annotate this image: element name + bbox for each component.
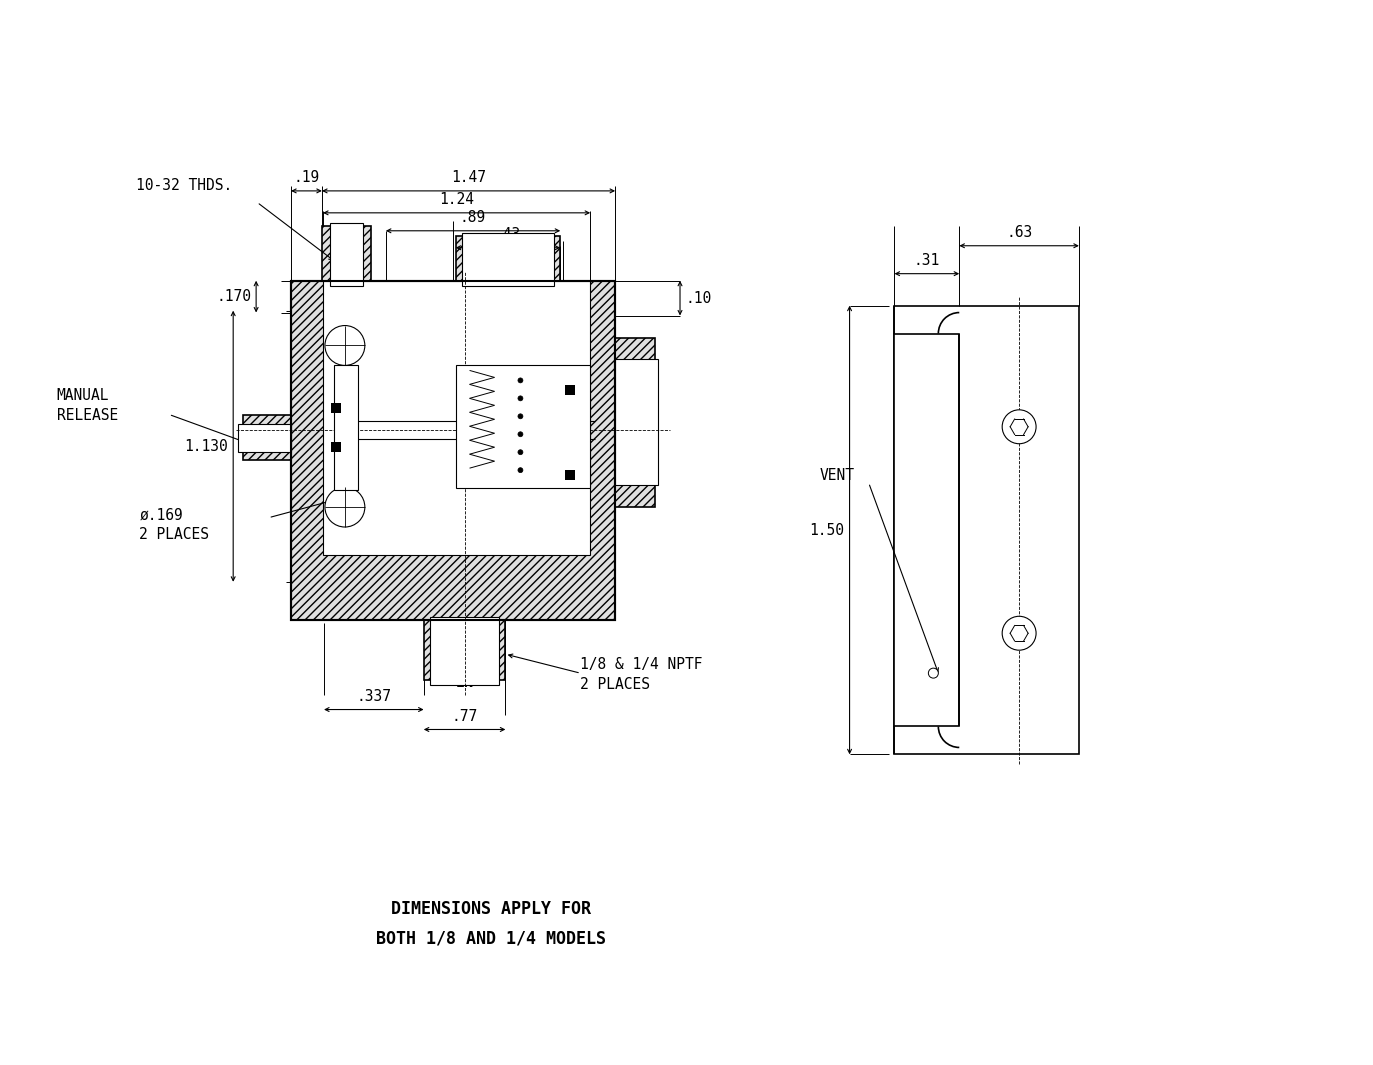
Text: 1/8 & 1/4 NPTF
2 PLACES: 1/8 & 1/4 NPTF 2 PLACES — [581, 657, 703, 692]
Bar — [615, 338, 655, 507]
Text: 10-32 THDS.: 10-32 THDS. — [136, 179, 232, 194]
Bar — [291, 281, 615, 620]
Circle shape — [518, 431, 523, 437]
Bar — [321, 226, 371, 281]
Text: VENT: VENT — [820, 468, 854, 482]
Bar — [238, 424, 291, 453]
Text: 1.24: 1.24 — [439, 192, 474, 207]
Bar — [615, 360, 658, 486]
Text: .31: .31 — [914, 252, 941, 267]
Bar — [334, 365, 358, 490]
Bar — [331, 442, 341, 453]
Text: 1.50: 1.50 — [810, 523, 844, 538]
Text: .77: .77 — [452, 708, 478, 723]
Bar — [894, 333, 960, 726]
Circle shape — [518, 414, 523, 419]
Text: OUT: OUT — [494, 263, 522, 278]
Circle shape — [518, 468, 523, 473]
Text: DIMENSIONS APPLY FOR
BOTH 1/8 AND 1/4 MODELS: DIMENSIONS APPLY FOR BOTH 1/8 AND 1/4 MO… — [375, 900, 605, 948]
Circle shape — [325, 326, 365, 365]
Text: .43: .43 — [494, 227, 522, 242]
Text: .63: .63 — [1006, 225, 1032, 240]
Text: .89: .89 — [460, 210, 486, 225]
Circle shape — [1002, 410, 1037, 444]
Text: .19: .19 — [294, 170, 320, 185]
Bar — [331, 404, 341, 413]
Bar — [456, 365, 590, 488]
Bar — [323, 281, 590, 555]
Text: 1.130: 1.130 — [184, 439, 228, 454]
Text: .10: .10 — [685, 291, 711, 306]
Text: ø.169
2 PLACES: ø.169 2 PLACES — [140, 508, 210, 542]
Circle shape — [518, 378, 523, 383]
Bar — [291, 281, 615, 620]
Bar — [330, 223, 362, 285]
Text: 1.47: 1.47 — [452, 170, 486, 185]
Circle shape — [928, 668, 938, 678]
Bar — [243, 415, 291, 460]
Bar — [566, 470, 575, 480]
Bar — [894, 306, 1079, 754]
Circle shape — [325, 487, 365, 527]
Text: IN: IN — [456, 674, 474, 690]
Circle shape — [518, 449, 523, 455]
Circle shape — [518, 396, 523, 400]
Bar — [424, 620, 505, 679]
Text: .170: .170 — [216, 289, 251, 305]
Bar — [456, 235, 560, 281]
Text: MANUAL
RELEASE: MANUAL RELEASE — [56, 388, 118, 423]
Text: .337: .337 — [357, 689, 391, 704]
Bar — [566, 386, 575, 395]
Circle shape — [1002, 617, 1037, 651]
Bar — [430, 617, 500, 685]
Bar — [461, 233, 555, 285]
Text: PT: PT — [338, 263, 356, 278]
